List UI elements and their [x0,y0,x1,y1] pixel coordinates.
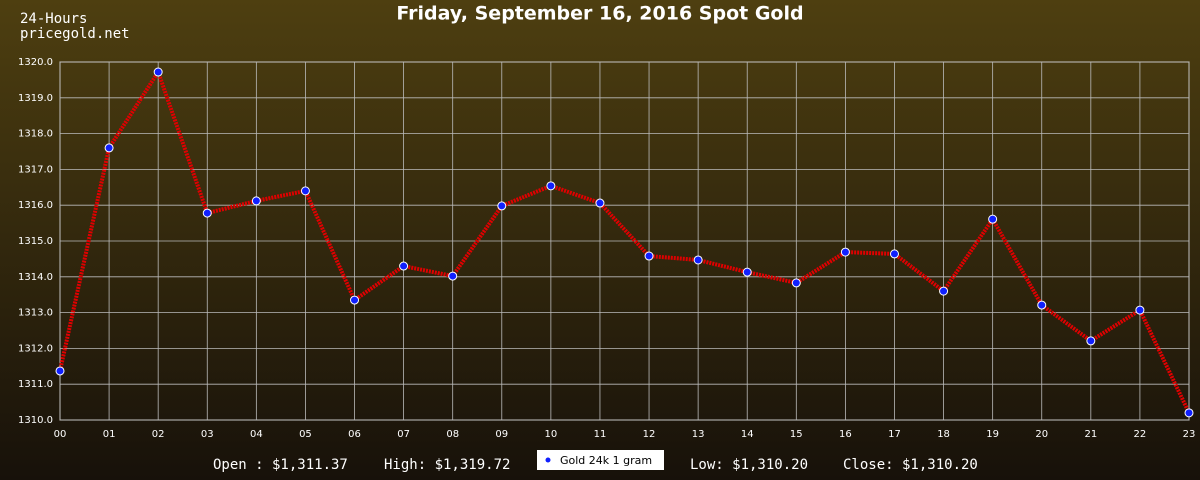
data-point [939,286,949,296]
x-tick-label: 12 [643,429,656,440]
data-point [889,249,899,259]
data-point [1086,336,1096,346]
x-tick-label: 15 [790,429,803,440]
y-tick-label: 1316.0 [18,200,53,211]
x-tick-label: 10 [545,429,558,440]
x-tick-label: 06 [348,429,361,440]
y-tick-label: 1313.0 [18,308,53,319]
data-point [350,295,360,305]
data-point [1135,305,1145,315]
data-point [840,247,850,257]
x-tick-label: 02 [152,429,165,440]
data-point [644,251,654,261]
data-point [791,278,801,288]
y-tick-label: 1319.0 [18,93,53,104]
legend-label: Gold 24k 1 gram [560,454,652,467]
data-point [104,143,114,153]
x-tick-label: 04 [250,429,263,440]
summary-open: Open : $1,311.37 [213,457,348,473]
y-tick-label: 1317.0 [18,164,53,175]
data-point [742,267,752,277]
data-point [399,261,409,271]
chart-title: Friday, September 16, 2016 Spot Gold [396,3,803,25]
y-tick-label: 1311.0 [18,379,53,390]
data-point [497,201,507,211]
x-tick-label: 17 [888,429,901,440]
data-point [55,366,65,376]
data-point [693,255,703,265]
y-tick-label: 1315.0 [18,236,53,247]
x-tick-label: 21 [1084,429,1097,440]
data-point [595,198,605,208]
x-tick-label: 01 [103,429,116,440]
summary-low: Low: $1,310.20 [690,457,808,473]
y-tick-label: 1318.0 [18,129,53,140]
x-tick-label: 03 [201,429,214,440]
x-tick-label: 00 [54,429,67,440]
data-point [251,196,261,206]
data-point [1037,300,1047,310]
x-tick-label: 14 [741,429,754,440]
summary-close: Close: $1,310.20 [843,457,978,473]
y-tick-label: 1310.0 [18,415,53,426]
x-tick-label: 05 [299,429,312,440]
x-tick-label: 18 [937,429,950,440]
series-line [58,67,1191,414]
source-line: pricegold.net [20,26,130,42]
x-tick-label: 13 [692,429,705,440]
x-tick-label: 20 [1035,429,1048,440]
x-tick-label: 08 [446,429,459,440]
x-tick-label: 09 [495,429,508,440]
data-point [546,181,556,191]
data-point [202,208,212,218]
x-tick-label: 16 [839,429,852,440]
summary-high: High: $1,319.72 [384,457,510,473]
y-tick-label: 1314.0 [18,272,53,283]
data-point [300,186,310,196]
legend-box [537,450,664,470]
data-point [448,271,458,281]
source-line: 24-Hours [20,11,87,27]
y-tick-label: 1320.0 [18,57,53,68]
x-tick-label: 11 [594,429,607,440]
data-point [153,67,163,77]
y-tick-label: 1312.0 [18,343,53,354]
x-tick-label: 07 [397,429,410,440]
x-tick-label: 19 [986,429,999,440]
data-point [988,214,998,224]
legend-marker [545,457,551,463]
x-tick-label: 23 [1183,429,1196,440]
x-tick-label: 22 [1134,429,1147,440]
data-point [1184,408,1194,418]
